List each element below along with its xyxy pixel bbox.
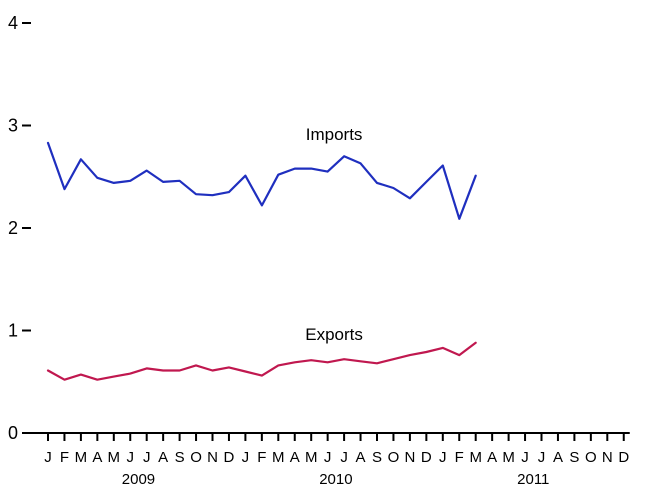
series-label-imports: Imports — [306, 125, 363, 144]
x-tick-label: A — [356, 449, 366, 466]
x-tick-label: A — [290, 449, 300, 466]
x-tick-label: M — [305, 449, 318, 466]
x-tick-label: M — [272, 449, 285, 466]
x-axis: J F M A M J J A S O N D J F M A M J J A S O N D J F M A M J J A S O N D2009… — [31, 432, 630, 488]
x-tick-label: J — [521, 449, 529, 466]
x-tick-label: J — [242, 449, 250, 466]
x-tick-label: F — [257, 449, 266, 466]
x-tick-label: M — [75, 449, 88, 466]
series-labels: Imports Exports — [305, 125, 363, 344]
x-tick-label: N — [207, 449, 218, 466]
y-tick-label: 3 — [8, 116, 18, 136]
x-tick-label: J — [127, 449, 135, 466]
x-tick-label: J — [340, 449, 348, 466]
year-label: 2010 — [319, 471, 352, 488]
x-tick-label: J — [143, 449, 151, 466]
series-group — [46, 141, 477, 381]
x-tick-label: M — [108, 449, 121, 466]
x-tick-label: A — [158, 449, 168, 466]
x-tick-label: S — [372, 449, 382, 466]
x-tick-label: D — [224, 449, 235, 466]
x-tick-label: O — [585, 449, 597, 466]
x-tick-label: O — [190, 449, 202, 466]
x-tick-label: A — [553, 449, 563, 466]
y-axis: 0 1 2 3 4 — [8, 13, 31, 443]
x-tick-label: D — [618, 449, 629, 466]
series-label-exports: Exports — [305, 325, 363, 344]
x-tick-label: J — [324, 449, 332, 466]
y-tick-label: 0 — [8, 423, 18, 443]
x-tick-label: J — [439, 449, 447, 466]
y-tick-label: 2 — [8, 218, 18, 238]
x-tick-label: F — [60, 449, 69, 466]
year-label: 2009 — [122, 471, 155, 488]
x-tick-label: M — [469, 449, 482, 466]
x-tick-label: F — [455, 449, 464, 466]
year-label: 2011 — [517, 471, 549, 488]
x-tick-label: D — [421, 449, 432, 466]
x-tick-label: S — [569, 449, 579, 466]
x-tick-label: N — [404, 449, 415, 466]
x-tick-label: A — [487, 449, 497, 466]
x-tick-label: J — [44, 449, 52, 466]
x-tick-label: N — [602, 449, 613, 466]
x-tick-label: A — [92, 449, 102, 466]
series-line-exports — [46, 341, 477, 381]
x-tick-label: S — [175, 449, 185, 466]
x-tick-label: J — [538, 449, 546, 466]
series-line-imports — [46, 141, 477, 220]
y-tick-label: 4 — [8, 13, 18, 33]
x-tick-label: M — [502, 449, 515, 466]
y-tick-label: 1 — [8, 321, 18, 341]
x-tick-label: O — [388, 449, 400, 466]
